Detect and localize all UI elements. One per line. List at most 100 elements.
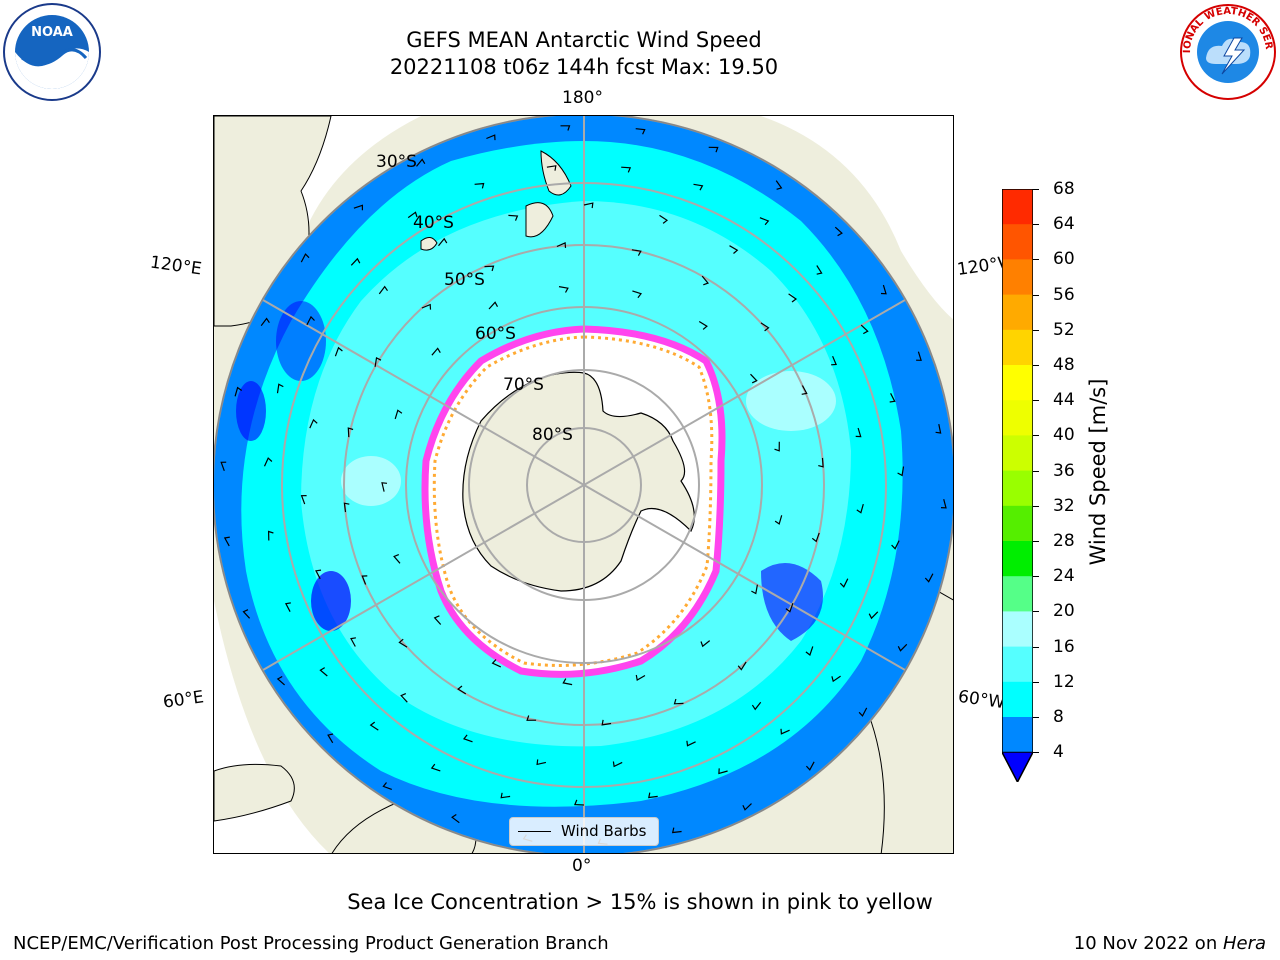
wind-barb [276, 383, 284, 394]
wind-barb [353, 204, 363, 211]
wind-barb [612, 761, 623, 768]
wind-barb [369, 721, 379, 731]
wind-barb [897, 643, 908, 652]
wind-barb [632, 290, 642, 299]
wind-barb [750, 373, 758, 384]
wind-barb [659, 214, 669, 224]
colorbar-tick-mark [1033, 646, 1039, 648]
colorbar-band [1002, 224, 1033, 260]
colorbar-tick-label: 64 [1053, 214, 1075, 235]
colorbar-tick-label: 68 [1053, 179, 1075, 199]
colorbar-band [1002, 435, 1033, 472]
colorbar-scale [1001, 188, 1034, 784]
wind-barb [220, 461, 227, 472]
wind-barb [855, 427, 862, 438]
wind-barb [234, 386, 243, 397]
colorbar-label: Wind Speed [m/s] [1086, 378, 1110, 566]
wind-barb [421, 303, 432, 310]
colorbar-tick-mark [1033, 365, 1039, 366]
wind-barb [306, 315, 315, 326]
wind-barb [300, 495, 307, 505]
wind-barb [431, 347, 441, 356]
wind-barb [393, 554, 401, 564]
colorbar-band [1002, 470, 1033, 507]
colorbar-tick-mark [1033, 400, 1039, 402]
wind-barb [457, 685, 467, 695]
wind-barb [811, 532, 820, 543]
wind-barb [760, 322, 770, 332]
wind-barb [350, 257, 361, 266]
wind-barb [416, 158, 426, 167]
colorbar-tick-label: 52 [1053, 319, 1075, 340]
colorbar-band [1002, 717, 1033, 753]
wind-barb [381, 482, 388, 492]
colorbar-tick-label: 4 [1053, 742, 1064, 763]
colorbar-band [1002, 576, 1033, 612]
wind-barb [451, 814, 460, 824]
wind-barb [433, 615, 442, 625]
wind-barb [916, 351, 922, 361]
wind-barb [319, 667, 328, 677]
wind-barb [751, 584, 758, 595]
colorbar-tick-mark [1033, 224, 1039, 226]
wind-barb [300, 253, 310, 263]
wind-barb [430, 763, 441, 772]
lat-label-40s: 40°S [413, 213, 454, 233]
colorbar-tick-label: 12 [1053, 671, 1075, 692]
wind-barb [856, 503, 864, 514]
wind-barb [562, 678, 573, 686]
colorbar-band [1002, 259, 1033, 296]
wind-barb [737, 661, 747, 671]
wind-barb [361, 575, 368, 585]
colorbar-tick-mark [1033, 329, 1039, 331]
wind-barb [556, 242, 567, 248]
polar-map [214, 116, 953, 853]
map-legend: Wind Barbs [509, 817, 659, 846]
wind-barb [400, 693, 408, 703]
wind-barb [315, 569, 322, 580]
wind-barb [223, 536, 230, 547]
colorbar-band [1002, 294, 1033, 331]
wind-barb [673, 698, 684, 705]
wind-barb [486, 134, 496, 141]
colorbar-band [1002, 505, 1033, 542]
wind-barb [334, 346, 343, 357]
wind-barb [601, 719, 612, 726]
wind-barb [751, 701, 762, 711]
wind-barb [708, 146, 719, 153]
wind-barb [500, 792, 511, 799]
lat-label-30s: 30°S [376, 152, 417, 172]
wind-barb [785, 603, 794, 613]
wind-barb [488, 301, 499, 310]
wind-barb [635, 128, 646, 135]
wind-barb [546, 165, 557, 171]
wind-barb [686, 740, 696, 747]
wind-barb [635, 674, 646, 681]
credit-line: NCEP/EMC/Verification Post Processing Pr… [13, 933, 609, 954]
wind-barb [263, 457, 273, 467]
lat-label-80s: 80°S [532, 425, 573, 445]
wind-barb [880, 284, 887, 295]
wind-barb [834, 226, 843, 237]
colorbar-band [1002, 541, 1033, 577]
colorbar-tick-mark [1033, 435, 1039, 437]
wind-barb [267, 530, 274, 541]
wind-barb [774, 515, 783, 525]
lat-label-60s: 60°S [475, 324, 516, 344]
wind-barb [463, 734, 473, 743]
wind-barb [701, 275, 710, 286]
wind-barb [491, 659, 502, 668]
map-title: GEFS MEAN Antarctic Wind Speed [406, 28, 762, 52]
colorbar-tick-mark [1033, 576, 1039, 578]
wind-barb [868, 611, 879, 620]
wind-barb [742, 803, 752, 811]
wind-barb [831, 675, 841, 683]
wind-barb [343, 502, 350, 513]
colorbar-tick-label: 60 [1053, 249, 1075, 270]
colorbar-tick-label: 44 [1053, 390, 1075, 411]
wind-barb-legend-line [518, 831, 551, 832]
wind-barb [347, 427, 354, 438]
wind-barb [788, 293, 798, 303]
machine-name: Hera [1222, 933, 1266, 954]
colorbar-tick-mark [1033, 611, 1039, 613]
